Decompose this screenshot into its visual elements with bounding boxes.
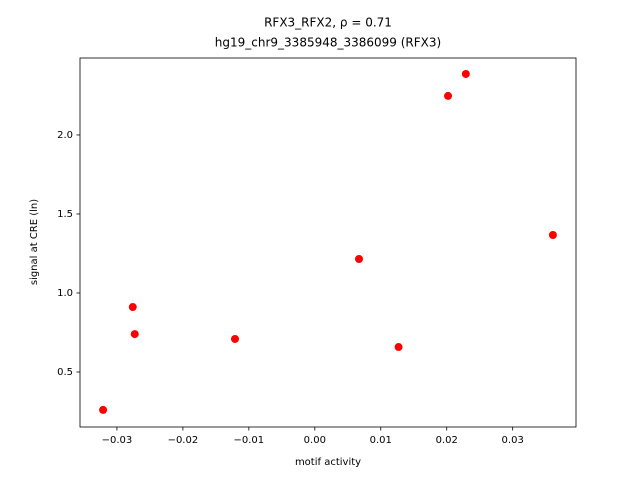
point xyxy=(130,330,139,339)
y-tick-label: 0.5 xyxy=(57,367,73,378)
x-tick-label: 0.02 xyxy=(436,435,458,446)
point xyxy=(99,405,108,414)
x-tick-label: −0.03 xyxy=(102,435,133,446)
x-axis-label: motif activity xyxy=(295,457,361,468)
y-axis-label: signal at CRE (ln) xyxy=(29,199,40,285)
point xyxy=(128,303,137,312)
y-tick-label: 1.5 xyxy=(57,209,73,220)
point xyxy=(444,91,453,100)
y-tick-label: 1.0 xyxy=(57,288,73,299)
point xyxy=(394,343,403,352)
x-tick-label: 0.01 xyxy=(370,435,392,446)
y-tick-label: 2.0 xyxy=(57,130,73,141)
x-tick-label: −0.01 xyxy=(234,435,265,446)
x-tick-label: 0.00 xyxy=(304,435,326,446)
point xyxy=(548,230,557,239)
chart-subtitle: hg19_chr9_3385948_3386099 (RFX3) xyxy=(215,36,441,50)
point xyxy=(461,69,470,78)
point xyxy=(355,255,363,264)
chart-title: RFX3_RFX2, ρ = 0.71 xyxy=(264,16,392,30)
plot-frame xyxy=(79,57,577,428)
point xyxy=(231,334,239,343)
x-tick-label: −0.02 xyxy=(168,435,199,446)
x-tick-label: 0.03 xyxy=(502,435,524,446)
